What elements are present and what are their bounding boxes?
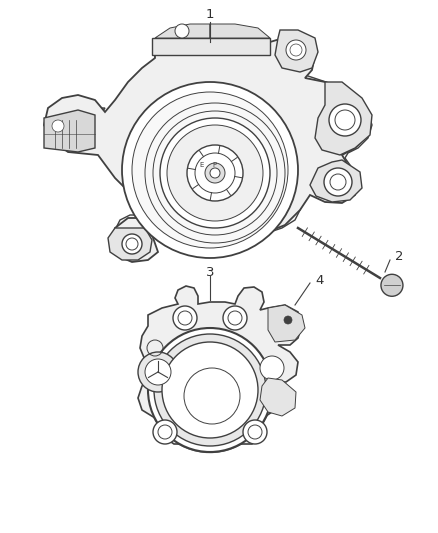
Polygon shape (268, 305, 305, 342)
Circle shape (154, 334, 266, 446)
Circle shape (195, 153, 235, 193)
Text: 4: 4 (315, 273, 323, 287)
Circle shape (329, 104, 361, 136)
Text: 1: 1 (206, 7, 214, 20)
Polygon shape (260, 378, 296, 416)
Polygon shape (138, 286, 302, 444)
Circle shape (162, 342, 258, 438)
Circle shape (122, 234, 142, 254)
Polygon shape (210, 24, 270, 38)
Circle shape (187, 145, 243, 201)
Polygon shape (52, 38, 372, 260)
Circle shape (145, 359, 171, 385)
Polygon shape (152, 38, 270, 55)
Circle shape (243, 420, 267, 444)
Text: 3: 3 (206, 265, 214, 279)
Circle shape (52, 120, 64, 132)
Circle shape (324, 168, 352, 196)
Circle shape (173, 306, 197, 330)
Text: E: E (200, 162, 204, 168)
Circle shape (260, 356, 284, 380)
Circle shape (381, 274, 403, 296)
Circle shape (223, 306, 247, 330)
Circle shape (160, 118, 270, 228)
Circle shape (148, 328, 272, 452)
Polygon shape (310, 160, 362, 202)
Circle shape (132, 92, 288, 248)
Polygon shape (108, 228, 152, 260)
Circle shape (175, 24, 189, 38)
Text: 2: 2 (395, 251, 403, 263)
Polygon shape (155, 24, 210, 38)
Circle shape (284, 316, 292, 324)
Circle shape (286, 40, 306, 60)
Polygon shape (275, 30, 318, 72)
Circle shape (122, 82, 298, 258)
Circle shape (205, 163, 225, 183)
Circle shape (138, 352, 178, 392)
Circle shape (167, 125, 263, 221)
Polygon shape (44, 110, 95, 152)
Text: P: P (212, 162, 216, 168)
Polygon shape (315, 82, 372, 155)
Circle shape (153, 420, 177, 444)
Polygon shape (44, 36, 370, 262)
Circle shape (210, 168, 220, 178)
